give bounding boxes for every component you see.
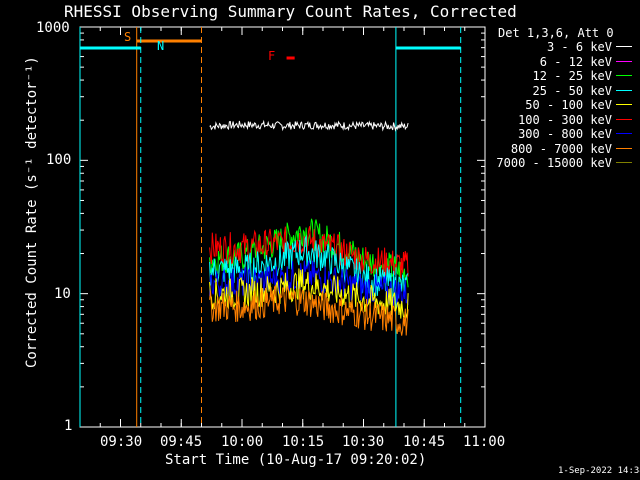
x-tick-label: 10:45 bbox=[403, 434, 446, 450]
x-tick-label: 09:30 bbox=[100, 434, 143, 450]
x-axis-label: Start Time (10-Aug-17 09:20:02) bbox=[165, 452, 427, 468]
saa-marker-label: S bbox=[124, 30, 132, 44]
legend-entry: 100 - 300 keV bbox=[484, 113, 634, 127]
x-tick-label: 11:00 bbox=[463, 434, 506, 450]
x-tick-label: 10:00 bbox=[221, 434, 264, 450]
y-tick-label: 10 bbox=[54, 286, 71, 302]
legend-label: 300 - 800 keV bbox=[518, 127, 612, 141]
footer-timestamp: 1-Sep-2022 14:38 bbox=[558, 466, 640, 476]
legend-entry: 3 - 6 keV bbox=[484, 40, 634, 54]
legend-swatch bbox=[616, 133, 632, 134]
legend-label: 12 - 25 keV bbox=[532, 69, 612, 83]
legend-label: 25 - 50 keV bbox=[532, 83, 612, 98]
legend-entry: 300 - 800 keV bbox=[484, 127, 634, 141]
series-line-3-6-kev bbox=[209, 119, 409, 132]
legend-label: 3 - 6 keV bbox=[546, 40, 612, 54]
legend-label: 7000 - 15000 keV bbox=[496, 156, 612, 170]
legend-label: 100 - 300 keV bbox=[518, 112, 612, 127]
y-tick-label: 1000 bbox=[36, 20, 70, 36]
legend-entry: 25 - 50 keV bbox=[484, 84, 634, 98]
legend-entry: 50 - 100 keV bbox=[484, 98, 634, 112]
legend-swatch bbox=[616, 118, 632, 120]
y-tick-label: 1 bbox=[64, 418, 73, 434]
series-line-300-800-kev bbox=[209, 260, 409, 308]
annotation-lines bbox=[79, 27, 462, 427]
chart-title: RHESSI Observing Summary Count Rates, Co… bbox=[64, 2, 517, 21]
y-axis-label: Corrected Count Rate (s⁻¹ detector⁻¹) bbox=[24, 56, 40, 368]
legend-entry: 800 - 7000 keV bbox=[484, 142, 634, 156]
series-group bbox=[209, 119, 409, 336]
legend-label: 50 - 100 keV bbox=[525, 98, 612, 112]
legend-swatch bbox=[616, 147, 632, 149]
legend-label: 800 - 7000 keV bbox=[510, 141, 612, 156]
legend-header: Det 1,3,6, Att 0 bbox=[498, 26, 614, 40]
x-tick-label: 10:30 bbox=[342, 434, 385, 450]
y-tick-label: 100 bbox=[46, 152, 72, 168]
legend-entry: 6 - 12 keV bbox=[484, 55, 634, 69]
legend-label: 6 - 12 keV bbox=[539, 54, 612, 69]
legend-swatch bbox=[616, 60, 632, 62]
legend-entry: 12 - 25 keV bbox=[484, 69, 634, 83]
legend-swatch bbox=[616, 46, 632, 47]
x-tick-label: 09:45 bbox=[160, 434, 203, 450]
legend-swatch bbox=[616, 75, 632, 76]
legend-swatch bbox=[616, 104, 632, 105]
series-line-800-7000-kev bbox=[209, 284, 409, 336]
flare-marker-label: F bbox=[268, 49, 276, 63]
x-tick-label: 10:15 bbox=[282, 434, 325, 450]
legend-swatch bbox=[616, 89, 632, 91]
legend-entry: 7000 - 15000 keV bbox=[484, 156, 634, 170]
series-line-100-300-kev bbox=[209, 226, 409, 279]
night-marker-label: N bbox=[157, 39, 165, 53]
legend-swatch bbox=[616, 162, 632, 163]
